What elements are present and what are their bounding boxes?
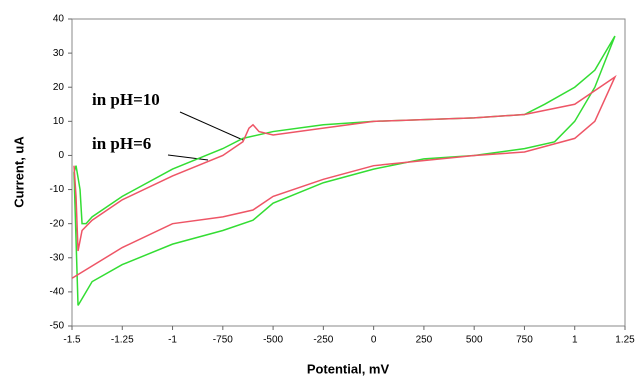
x-tick-label: -1 <box>168 335 177 346</box>
y-tick-label: -10 <box>50 184 65 195</box>
y-tick-label: -50 <box>50 321 65 332</box>
x-tick-label: -500 <box>263 335 283 346</box>
x-tick-label: -1.25 <box>111 335 134 346</box>
y-tick-label: 20 <box>53 82 65 93</box>
x-tick-label: 750 <box>516 335 533 346</box>
y-tick-label: -40 <box>50 287 65 298</box>
series-line <box>71 74 617 279</box>
y-tick-label: 40 <box>53 14 65 25</box>
plot-frame <box>71 18 626 327</box>
annotation: in pH=6 <box>92 134 151 153</box>
y-axis-title: Current, uA <box>11 136 26 208</box>
x-tick-label: 1.25 <box>615 335 635 346</box>
y-tick-label: 0 <box>58 150 64 161</box>
x-tick-label: 250 <box>416 335 433 346</box>
annotation: in pH=10 <box>92 90 160 109</box>
x-tick-label: 0 <box>371 335 377 346</box>
y-tick-label: -30 <box>50 252 65 263</box>
x-tick-label: -750 <box>213 335 233 346</box>
x-tick-label: -250 <box>313 335 333 346</box>
x-tick-label: -1.5 <box>63 335 81 346</box>
series-line <box>73 35 616 306</box>
y-tick-label: 30 <box>53 48 65 59</box>
annotation-pointer <box>167 154 209 161</box>
x-axis-title: Potential, mV <box>307 361 390 376</box>
annotation-pointer <box>179 111 244 141</box>
y-tick-label: 10 <box>53 116 65 127</box>
x-tick-label: 1 <box>572 335 578 346</box>
x-tick-label: 500 <box>466 335 483 346</box>
y-tick-label: -20 <box>50 218 65 229</box>
